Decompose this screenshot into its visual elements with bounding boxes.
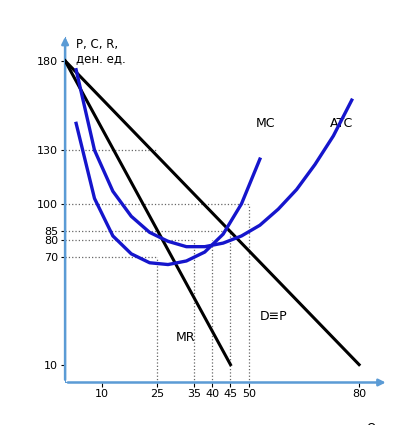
Text: Q,: Q, bbox=[366, 422, 379, 425]
Text: MC: MC bbox=[256, 117, 276, 130]
Text: P, C, R,
ден. ед.: P, C, R, ден. ед. bbox=[76, 37, 126, 65]
Text: MR: MR bbox=[176, 332, 195, 344]
Text: ATC: ATC bbox=[330, 117, 353, 130]
Text: D≡P: D≡P bbox=[260, 310, 288, 323]
